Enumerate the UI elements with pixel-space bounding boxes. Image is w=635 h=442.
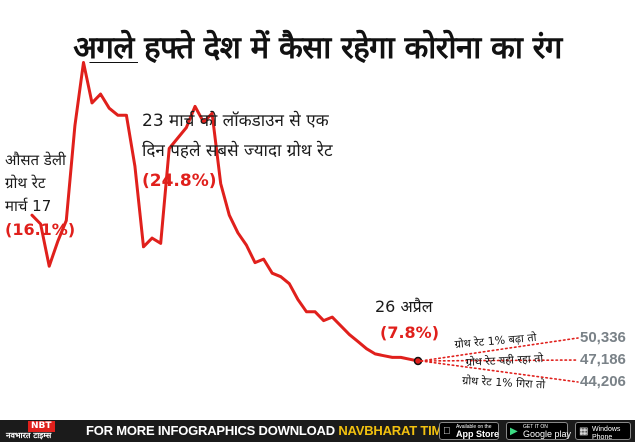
data-point bbox=[365, 347, 368, 350]
data-point bbox=[348, 333, 351, 336]
projection-line-3 bbox=[420, 360, 579, 383]
data-point bbox=[116, 114, 120, 117]
projection-line-1 bbox=[420, 337, 579, 362]
footer-text: FOR MORE INFOGRAPHICS DOWNLOAD NAVBHARAT… bbox=[86, 423, 488, 438]
google-play-small: GET IT ON bbox=[523, 424, 548, 430]
data-point bbox=[373, 352, 377, 356]
data-point bbox=[142, 245, 145, 248]
projection-label-1: ग्रोथ रेट 1% बढ़ा तो bbox=[454, 331, 537, 351]
annotation-end: 26 अप्रैल (7.8%) bbox=[375, 294, 439, 346]
data-point bbox=[108, 107, 111, 110]
data-point bbox=[56, 240, 59, 243]
logo-nbt-text: NBT bbox=[28, 421, 55, 432]
data-point bbox=[313, 310, 317, 313]
data-point bbox=[356, 340, 360, 343]
windows-icon: ▦ bbox=[579, 426, 589, 437]
data-point bbox=[339, 324, 342, 327]
annotation-peak: 23 मार्च को लॉकडाउन से एक दिन पहले सबसे … bbox=[142, 106, 333, 196]
logo-brand-text: नवभारत टाइम्स bbox=[6, 431, 52, 440]
data-point bbox=[228, 214, 231, 217]
annotation-start-line-3: मार्च 17 bbox=[5, 197, 52, 215]
annotation-end-line-1: 26 अप्रैल bbox=[375, 297, 433, 316]
data-point bbox=[90, 101, 94, 105]
projection-value-3: 44,206 bbox=[580, 373, 626, 390]
annotation-start-value: (16.1%) bbox=[5, 220, 76, 239]
data-point bbox=[279, 275, 282, 278]
data-point bbox=[159, 242, 162, 245]
data-point bbox=[65, 219, 68, 222]
annotation-start-line-1: औसत डेली bbox=[5, 151, 66, 169]
projection-label-2: ग्रोथ रेट यही रहा तो bbox=[465, 352, 543, 369]
data-point bbox=[210, 112, 214, 115]
google-play-large: Google play bbox=[523, 429, 572, 439]
data-point bbox=[168, 147, 171, 150]
projection-value-2: 47,186 bbox=[580, 351, 626, 368]
data-point bbox=[399, 356, 402, 359]
play-icon: ▶ bbox=[510, 426, 518, 437]
data-point bbox=[253, 261, 257, 264]
data-point bbox=[219, 182, 222, 185]
annotation-start: औसत डेली ग्रोथ रेट मार्च 17 (16.1%) bbox=[5, 149, 75, 241]
data-point bbox=[382, 354, 385, 357]
data-point bbox=[176, 136, 179, 140]
data-point bbox=[236, 231, 240, 234]
data-point bbox=[391, 356, 394, 359]
windows-phone-badge[interactable]: ▦ Windows Phone bbox=[575, 422, 631, 441]
app-store-small: Available on the bbox=[456, 424, 492, 430]
apple-icon:  bbox=[443, 426, 451, 437]
data-point bbox=[288, 282, 291, 285]
app-store-badge[interactable]:  Available on the App Store bbox=[439, 422, 499, 440]
annotation-peak-line-2: दिन पहले सबसे ज्यादा ग्रोथ रेट bbox=[142, 141, 333, 161]
data-point bbox=[305, 310, 308, 313]
series-line bbox=[30, 61, 420, 363]
data-point bbox=[99, 92, 102, 96]
footer-text-prefix: FOR MORE INFOGRAPHICS DOWNLOAD bbox=[86, 423, 339, 438]
annotation-start-line-2: ग्रोथ रेट bbox=[5, 174, 46, 192]
windows-phone-label: Windows Phone bbox=[592, 426, 621, 441]
projection-label-3: ग्रोथ रेट 1% गिरा तो bbox=[462, 374, 546, 391]
data-point bbox=[245, 243, 248, 247]
data-point bbox=[408, 358, 411, 361]
annotation-end-value: (7.8%) bbox=[380, 323, 439, 342]
data-point bbox=[331, 315, 334, 319]
app-store-large: App Store bbox=[456, 429, 500, 439]
data-point bbox=[150, 236, 154, 240]
data-point bbox=[125, 114, 128, 117]
data-point bbox=[73, 124, 77, 127]
data-point bbox=[82, 61, 85, 64]
data-point bbox=[133, 164, 137, 168]
projection-line-2 bbox=[420, 359, 579, 362]
data-point bbox=[202, 121, 205, 124]
data-point bbox=[48, 265, 51, 268]
data-point bbox=[271, 272, 274, 275]
chart-title: अगले हफ्ते देश में कैसा रहेगा कोरोना का … bbox=[73, 30, 562, 66]
data-point bbox=[296, 298, 300, 301]
data-point bbox=[39, 222, 42, 226]
data-point bbox=[30, 214, 34, 217]
google-play-badge[interactable]: ▶ GET IT ON Google play bbox=[506, 422, 572, 440]
data-point bbox=[322, 319, 325, 322]
data-point bbox=[185, 126, 188, 129]
data-point bbox=[193, 105, 197, 108]
footer-bar: NBT नवभारत टाइम्स FOR MORE INFOGRAPHICS … bbox=[0, 420, 635, 442]
projection-value-1: 50,336 bbox=[580, 329, 626, 346]
annotation-peak-line-1: 23 मार्च को लॉकडाउन से एक bbox=[142, 111, 329, 131]
data-point bbox=[262, 257, 265, 261]
annotation-peak-value: (24.8%) bbox=[142, 171, 217, 191]
nbt-logo: NBT नवभारत टाइम्स bbox=[6, 421, 72, 441]
